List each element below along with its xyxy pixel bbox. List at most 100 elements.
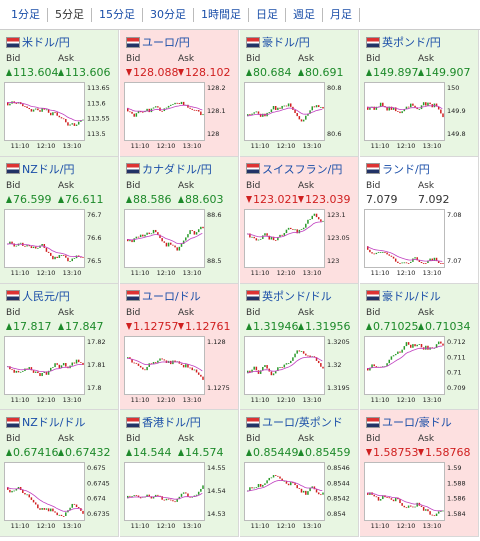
pair-name[interactable]: NZドル/円 bbox=[22, 162, 75, 176]
moving-average bbox=[6, 243, 83, 257]
rate-tile[interactable]: 英ポンド/ドル Bid 1.31946 Ask 1.31956 1.3205 1.32 1.3… bbox=[240, 283, 359, 411]
candle bbox=[401, 111, 403, 114]
candle bbox=[427, 260, 429, 263]
candle bbox=[266, 233, 268, 236]
ask-value: 88.603 bbox=[178, 193, 224, 206]
y-tick-label: 128 bbox=[207, 130, 219, 138]
rate-tile[interactable]: 香港ドル/円 Bid 14.544 Ask 14.574 14.55 14.54 14.53 1… bbox=[120, 410, 239, 537]
candle bbox=[440, 262, 442, 264]
rate-tile[interactable]: スイスフラン/円 Bid 123.021 Ask 123.039 123.1 123.05 1… bbox=[240, 156, 359, 284]
rate-tile[interactable]: 英ポンド/円 Bid 149.897 Ask 149.907 150 149.9 149.8 1… bbox=[360, 30, 479, 157]
candle bbox=[32, 246, 35, 248]
candle bbox=[52, 112, 54, 116]
candle bbox=[172, 104, 174, 106]
candle bbox=[302, 491, 305, 493]
ask-label: Ask bbox=[58, 180, 75, 191]
rate-tile[interactable]: ユーロ/英ポンド Bid 0.85449 Ask 0.85459 0.8546 0.8544… bbox=[240, 410, 359, 537]
candle bbox=[82, 511, 84, 515]
candle bbox=[165, 107, 168, 109]
rate-tile[interactable]: 豪ドル/円 Bid 80.684 Ask 80.691 80.8 80.6 11:10 12:1… bbox=[240, 30, 359, 157]
rate-tile[interactable]: ユーロ/豪ドル Bid 1.58753 Ask 1.58768 1.59 1.588 1.58… bbox=[360, 410, 479, 537]
candle bbox=[375, 252, 378, 254]
tab[interactable]: 5分足 bbox=[48, 7, 92, 22]
pair-name[interactable]: 豪ドル/円 bbox=[262, 36, 310, 49]
candle bbox=[133, 362, 135, 363]
mini-chart: 1.59 1.588 1.586 1.584 11:10 12:10 13:10 bbox=[364, 462, 466, 530]
rate-tile[interactable]: 米ドル/円 Bid 113.604 Ask 113.606 113.65 113.6 113.… bbox=[0, 30, 119, 157]
candle bbox=[264, 364, 266, 367]
y-tick-label: 113.6 bbox=[87, 99, 106, 107]
candle bbox=[129, 496, 131, 497]
tab[interactable]: 日足 bbox=[249, 7, 286, 22]
pair-name[interactable]: 香港ドル/円 bbox=[142, 416, 201, 430]
candle bbox=[131, 239, 133, 242]
pair-name[interactable]: 英ポンド/ドル bbox=[262, 289, 332, 303]
rate-tile[interactable]: 豪ドル/ドル Bid 0.71025 Ask 0.71034 0.712 0.711 0.71… bbox=[360, 283, 479, 411]
x-tick-label: 12:10 bbox=[397, 142, 416, 150]
pair-name[interactable]: 人民元/円 bbox=[22, 289, 70, 303]
bid-label: Bid bbox=[246, 307, 261, 318]
mini-chart: 113.65 113.6 113.55 113.5 11:10 12:10 13:10 bbox=[4, 82, 110, 150]
pair-name[interactable]: ランド/円 bbox=[382, 162, 430, 176]
rate-tile[interactable]: ランド/円 Bid 7.079 Ask 7.092 7.08 7.07 11:10 12:10 1… bbox=[360, 156, 479, 284]
pair-name[interactable]: ユーロ/英ポンド bbox=[262, 416, 343, 430]
candle bbox=[390, 255, 393, 257]
candle bbox=[176, 247, 178, 251]
candle bbox=[202, 485, 204, 490]
moving-average bbox=[246, 356, 323, 373]
x-tick-label: 12:10 bbox=[157, 269, 176, 277]
candle bbox=[437, 260, 440, 263]
rate-tile[interactable]: NZドル/ドル Bid 0.67416 Ask 0.67432 0.675 0.6745 0.… bbox=[0, 410, 119, 537]
x-tick-label: 11:10 bbox=[251, 269, 270, 277]
pair-name[interactable]: スイスフラン/円 bbox=[262, 162, 343, 176]
tab[interactable]: 月足 bbox=[323, 7, 360, 22]
candle bbox=[399, 351, 401, 353]
ask-text: 14.574 bbox=[185, 446, 224, 460]
candle bbox=[309, 355, 311, 357]
candle bbox=[193, 109, 196, 111]
rate-tile[interactable]: ユーロ/円 Bid 128.088 Ask 128.102 128.2 128.1 128 11… bbox=[120, 30, 239, 157]
candle bbox=[418, 109, 421, 110]
pair-name[interactable]: NZドル/ドル bbox=[22, 416, 86, 430]
candle bbox=[296, 229, 298, 234]
candle bbox=[37, 247, 39, 249]
tab[interactable]: 15分足 bbox=[92, 7, 143, 22]
candle bbox=[279, 234, 281, 237]
candle bbox=[255, 487, 258, 489]
mini-chart: 0.8546 0.8544 0.8542 0.854 11:10 12:10 13:10 bbox=[244, 462, 350, 530]
rate-tile[interactable]: ユーロ/ドル Bid 1.12757 Ask 1.12761 1.128 1.1275 11:… bbox=[120, 283, 239, 411]
pair-name[interactable]: 豪ドル/ドル bbox=[382, 289, 441, 303]
candle bbox=[305, 353, 307, 355]
tab[interactable]: 30分足 bbox=[143, 7, 194, 22]
flag-icon bbox=[126, 36, 140, 48]
candle bbox=[28, 107, 30, 110]
ask-label: Ask bbox=[418, 434, 435, 445]
tab[interactable]: 1分足 bbox=[4, 7, 48, 22]
pair-name[interactable]: カナダドル/円 bbox=[142, 162, 212, 176]
candle bbox=[50, 112, 52, 116]
rate-tile[interactable]: 人民元/円 Bid 17.817 Ask 17.847 17.82 17.81 17.8 11:… bbox=[0, 283, 119, 411]
tab[interactable]: 週足 bbox=[286, 7, 323, 22]
candle bbox=[403, 262, 406, 263]
candle bbox=[285, 362, 288, 365]
candle bbox=[253, 487, 255, 489]
pair-name[interactable]: ユーロ/円 bbox=[142, 36, 190, 49]
pair-name[interactable]: 米ドル/円 bbox=[22, 36, 70, 49]
candle bbox=[127, 238, 129, 241]
tab[interactable]: 1時間足 bbox=[194, 7, 249, 22]
ask-value: 17.847 bbox=[58, 320, 104, 333]
x-tick-label: 13:10 bbox=[303, 396, 322, 404]
pair-header: ユーロ/ドル bbox=[126, 288, 201, 304]
y-tick-label: 0.712 bbox=[447, 338, 466, 346]
rate-tile[interactable]: NZドル/円 Bid 76.599 Ask 76.611 76.7 76.6 76.5 11:1… bbox=[0, 156, 119, 284]
pair-name[interactable]: ユーロ/ドル bbox=[142, 289, 201, 303]
pair-name[interactable]: 英ポンド/円 bbox=[382, 36, 441, 49]
rate-tile[interactable]: カナダドル/円 Bid 88.586 Ask 88.603 88.6 88.5 11:10 12… bbox=[120, 156, 239, 284]
candle bbox=[433, 257, 436, 261]
candle bbox=[174, 501, 176, 503]
candle bbox=[285, 105, 288, 107]
candle bbox=[403, 345, 406, 350]
y-tick-label: 88.6 bbox=[207, 211, 221, 219]
candle bbox=[142, 366, 144, 369]
pair-name[interactable]: ユーロ/豪ドル bbox=[382, 416, 452, 430]
